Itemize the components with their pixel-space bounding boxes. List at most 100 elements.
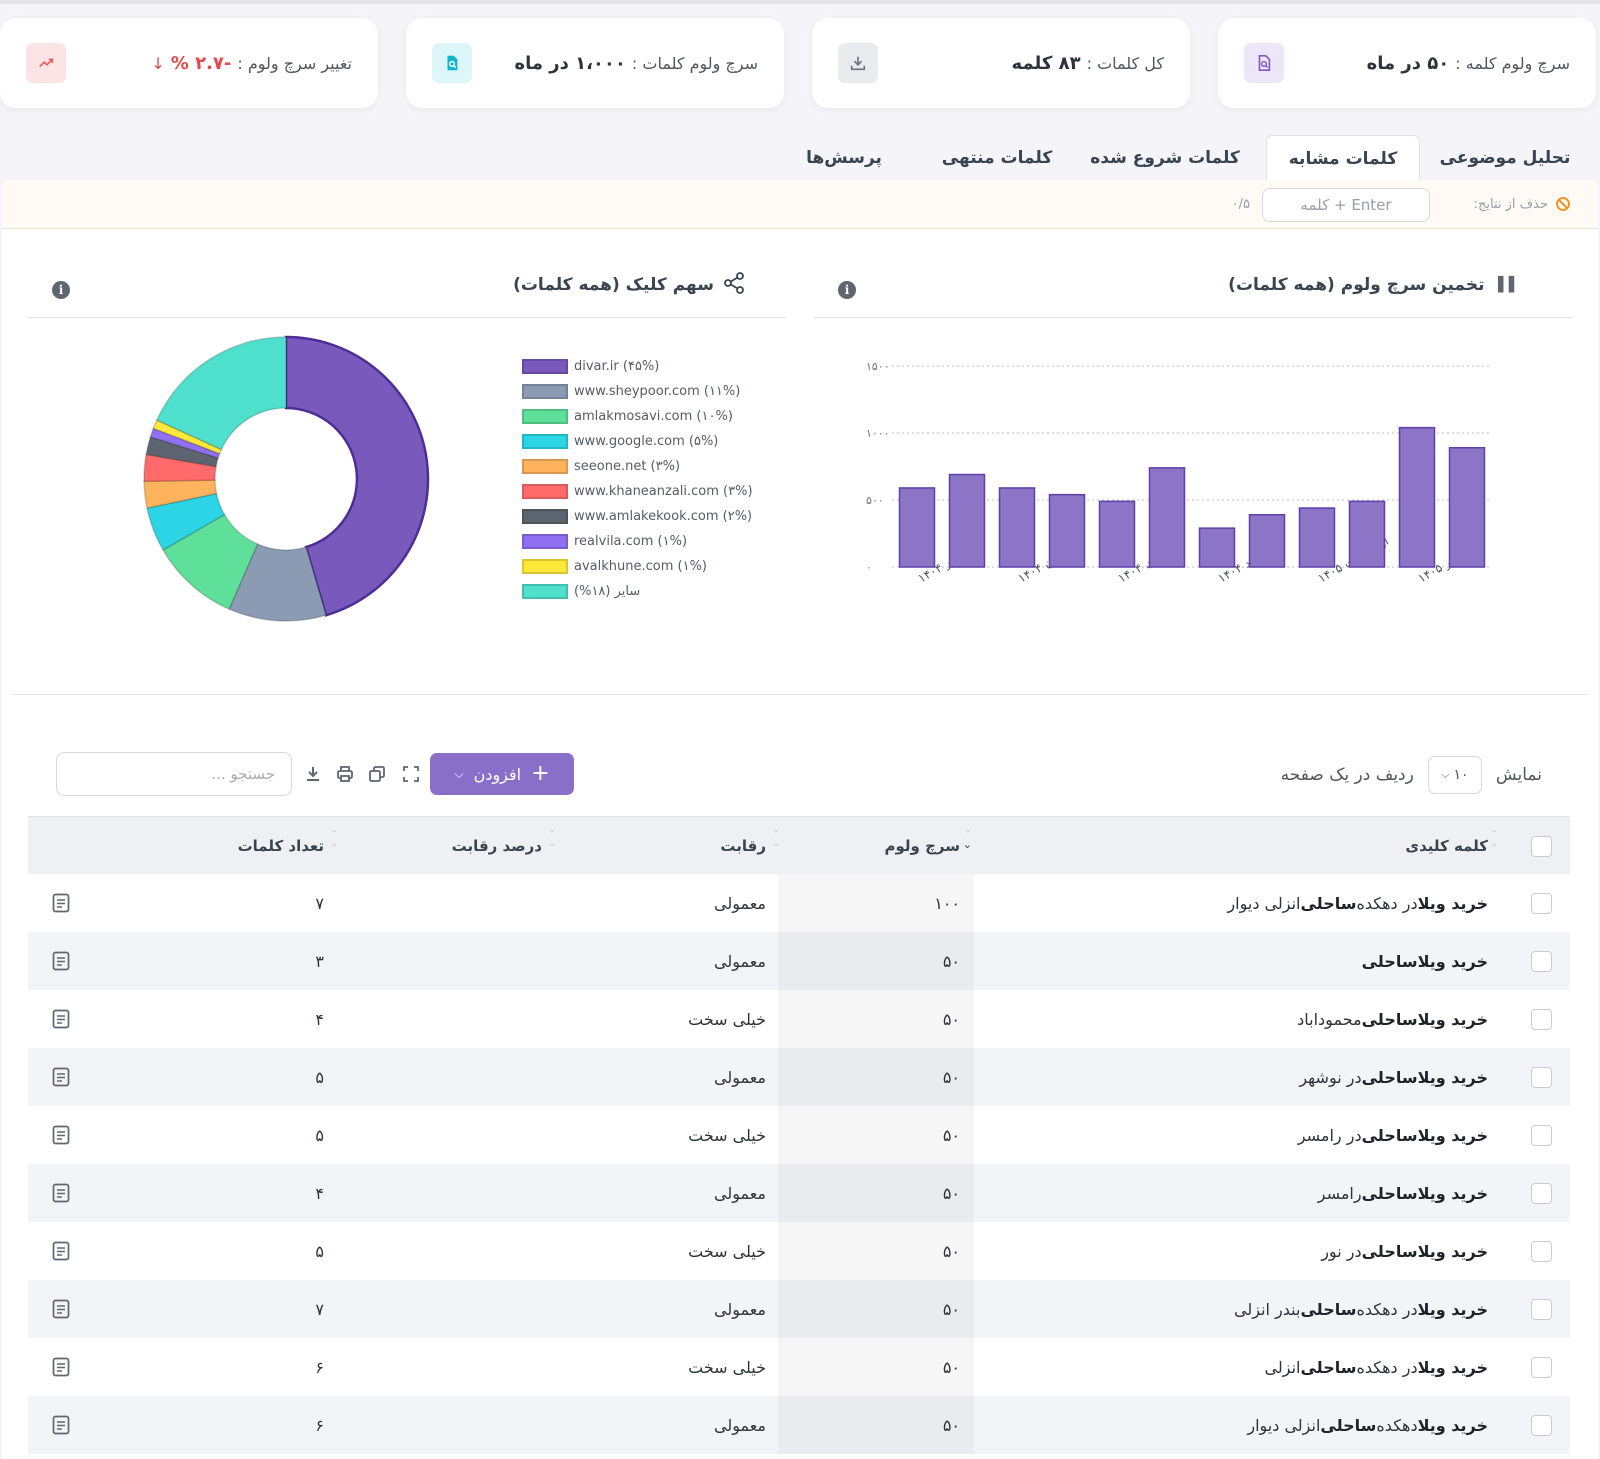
competition-cell: معمولی <box>713 1299 766 1319</box>
volume-cell: ۵۰ <box>942 1357 960 1377</box>
details-icon[interactable] <box>52 1183 70 1203</box>
stat-value: -۲.۷ % <box>170 52 232 74</box>
details-icon[interactable] <box>52 1415 70 1435</box>
row-checkbox[interactable] <box>1531 1009 1552 1030</box>
chevron-down-icon: ⌵ <box>454 766 464 781</box>
donut-slice[interactable] <box>161 513 259 611</box>
stat-card-keyword-volume: سرچ ولوم کلمه :۵۰ در ماه <box>1218 18 1596 108</box>
legend-item[interactable]: www.amlakekook.com (۲%) <box>522 507 752 525</box>
y-tick-label: ۵۰۰ <box>866 494 884 507</box>
volume-bar[interactable] <box>1348 500 1386 568</box>
copy-icon[interactable] <box>366 763 388 785</box>
keyword-cell[interactable]: خرید ویلا ساحلی <box>1361 951 1488 971</box>
details-icon[interactable] <box>52 1357 70 1377</box>
row-checkbox[interactable] <box>1531 1241 1552 1262</box>
details-icon[interactable] <box>52 1241 70 1261</box>
page-size-control: نمایش ۱۰ ⌵ ردیف در یک صفحه <box>1281 754 1542 796</box>
stat-value: ۸۳ کلمه <box>1011 52 1081 74</box>
keyword-cell[interactable]: خرید ویلا در دهکده ساحلی انزلی دیوار <box>1227 893 1488 913</box>
volume-bar[interactable] <box>998 487 1036 568</box>
keyword-cell[interactable]: خرید ویلا در دهکده ساحلی بندر انزلی <box>1234 1299 1488 1319</box>
details-icon[interactable] <box>52 893 70 913</box>
keyword-cell[interactable]: خرید ویلا در دهکده ساحلی انزلی <box>1264 1357 1488 1377</box>
legend-item[interactable]: www.khaneanzali.com (۳%) <box>522 482 753 500</box>
volume-bar[interactable] <box>1248 513 1286 568</box>
row-checkbox[interactable] <box>1531 1183 1552 1204</box>
keyword-cell[interactable]: خرید ویلا ساحلی در رامسر <box>1297 1125 1488 1145</box>
legend-label: www.amlakekook.com (۲%) <box>574 508 753 524</box>
volume-bar[interactable] <box>1398 426 1436 568</box>
legend-item[interactable]: divar.ir (۴۵%) <box>522 357 659 375</box>
volume-bar[interactable] <box>1098 500 1136 568</box>
row-checkbox[interactable] <box>1531 1415 1552 1436</box>
legend-item[interactable]: avalkhune.com (۱%) <box>522 557 707 575</box>
volume-cell: ۵۰ <box>942 1299 960 1319</box>
add-button[interactable]: + افزودن ⌵ <box>430 753 574 795</box>
volume-bar[interactable] <box>1148 467 1186 568</box>
volume-bar[interactable] <box>1048 493 1086 568</box>
tab-questions[interactable]: پرسش‌ها <box>806 148 882 168</box>
donut-slice[interactable] <box>155 336 287 451</box>
tab-ending-keywords[interactable]: کلمات منتهی <box>941 148 1053 168</box>
stat-label: کل کلمات : <box>1086 53 1164 73</box>
stat-card-volume-change: تغییر سرچ ولوم : -۲.۷ % ↓ <box>0 18 378 108</box>
tab-starting-keywords[interactable]: کلمات شروع شده <box>1090 148 1240 168</box>
volume-bar[interactable] <box>1198 527 1236 568</box>
volume-bar[interactable] <box>898 487 936 568</box>
header-keyword[interactable]: کلمه کلیدی <box>1405 837 1488 855</box>
row-checkbox[interactable] <box>1531 1067 1552 1088</box>
click-share-info-icon[interactable]: i <box>52 281 70 299</box>
volume-cell: ۵۰ <box>942 951 960 971</box>
details-icon[interactable] <box>52 1067 70 1087</box>
volume-bar[interactable] <box>1448 446 1486 568</box>
select-all-checkbox[interactable] <box>1531 836 1552 857</box>
legend-swatch <box>522 583 568 599</box>
fullscreen-icon[interactable] <box>400 763 422 785</box>
legend-swatch <box>522 408 568 424</box>
row-checkbox[interactable] <box>1531 893 1552 914</box>
details-icon[interactable] <box>52 951 70 971</box>
tab-similar-keywords[interactable]: کلمات مشابه <box>1266 135 1420 181</box>
legend-item[interactable]: seeone.net (۳%) <box>522 457 680 475</box>
legend-item[interactable]: www.sheypoor.com (۱۱%) <box>522 382 740 400</box>
keyword-cell[interactable]: خرید ویلا دهکده ساحلی انزلی دیوار <box>1247 1415 1488 1435</box>
keyword-cell[interactable]: خرید ویلا ساحلی رامسر <box>1317 1183 1488 1203</box>
header-competition-percent[interactable]: درصد رقابت <box>451 837 542 855</box>
keyword-cell[interactable]: خرید ویلا ساحلی در نور <box>1321 1241 1488 1261</box>
keyword-cell[interactable]: خرید ویلا ساحلی محموداباد <box>1297 1009 1488 1029</box>
details-icon[interactable] <box>52 1125 70 1145</box>
show-label: نمایش <box>1495 765 1542 785</box>
details-icon[interactable] <box>52 1299 70 1319</box>
details-icon[interactable] <box>52 1009 70 1029</box>
table-search-input[interactable]: جستجو ... <box>56 752 292 796</box>
row-checkbox[interactable] <box>1531 1357 1552 1378</box>
word-count-cell: ۴ <box>315 1009 324 1029</box>
legend-item[interactable]: amlakmosavi.com (۱۰%) <box>522 407 733 425</box>
keyword-cell[interactable]: خرید ویلا ساحلی در نوشهر <box>1299 1067 1488 1087</box>
print-icon[interactable] <box>334 763 356 785</box>
legend-item[interactable]: realvila.com (۱%) <box>522 532 687 550</box>
row-checkbox[interactable] <box>1531 951 1552 972</box>
download-icon[interactable] <box>302 763 324 785</box>
volume-bar[interactable] <box>948 473 986 568</box>
volume-cell: ۵۰ <box>942 1067 960 1087</box>
volume-cell: ۵۰ <box>942 1009 960 1029</box>
page-size-select[interactable]: ۱۰ ⌵ <box>1427 756 1482 794</box>
tab-topic-analysis[interactable]: تحلیل موضوعی <box>1439 148 1571 168</box>
header-competition[interactable]: رقابت <box>720 837 766 855</box>
stat-label: سرچ ولوم کلمه : <box>1455 53 1570 73</box>
exclude-keyword-input[interactable]: کلمه + Enter <box>1262 188 1430 222</box>
row-checkbox[interactable] <box>1531 1299 1552 1320</box>
donut-slice[interactable] <box>284 335 430 617</box>
volume-info-icon[interactable]: i <box>838 281 856 299</box>
header-search-volume[interactable]: سرچ ولوم <box>884 837 960 855</box>
legend-item[interactable]: سایر (۱۸%) <box>522 582 640 600</box>
volume-bar[interactable] <box>1298 507 1336 568</box>
download-icon <box>838 43 878 83</box>
legend-label: seeone.net (۳%) <box>574 458 681 474</box>
stat-value: ۵۰ در ماه <box>1366 52 1450 74</box>
rows-per-page-label: ردیف در یک صفحه <box>1280 765 1414 785</box>
header-word-count[interactable]: تعداد کلمات <box>237 837 324 855</box>
legend-item[interactable]: www.google.com (۵%) <box>522 432 718 450</box>
row-checkbox[interactable] <box>1531 1125 1552 1146</box>
